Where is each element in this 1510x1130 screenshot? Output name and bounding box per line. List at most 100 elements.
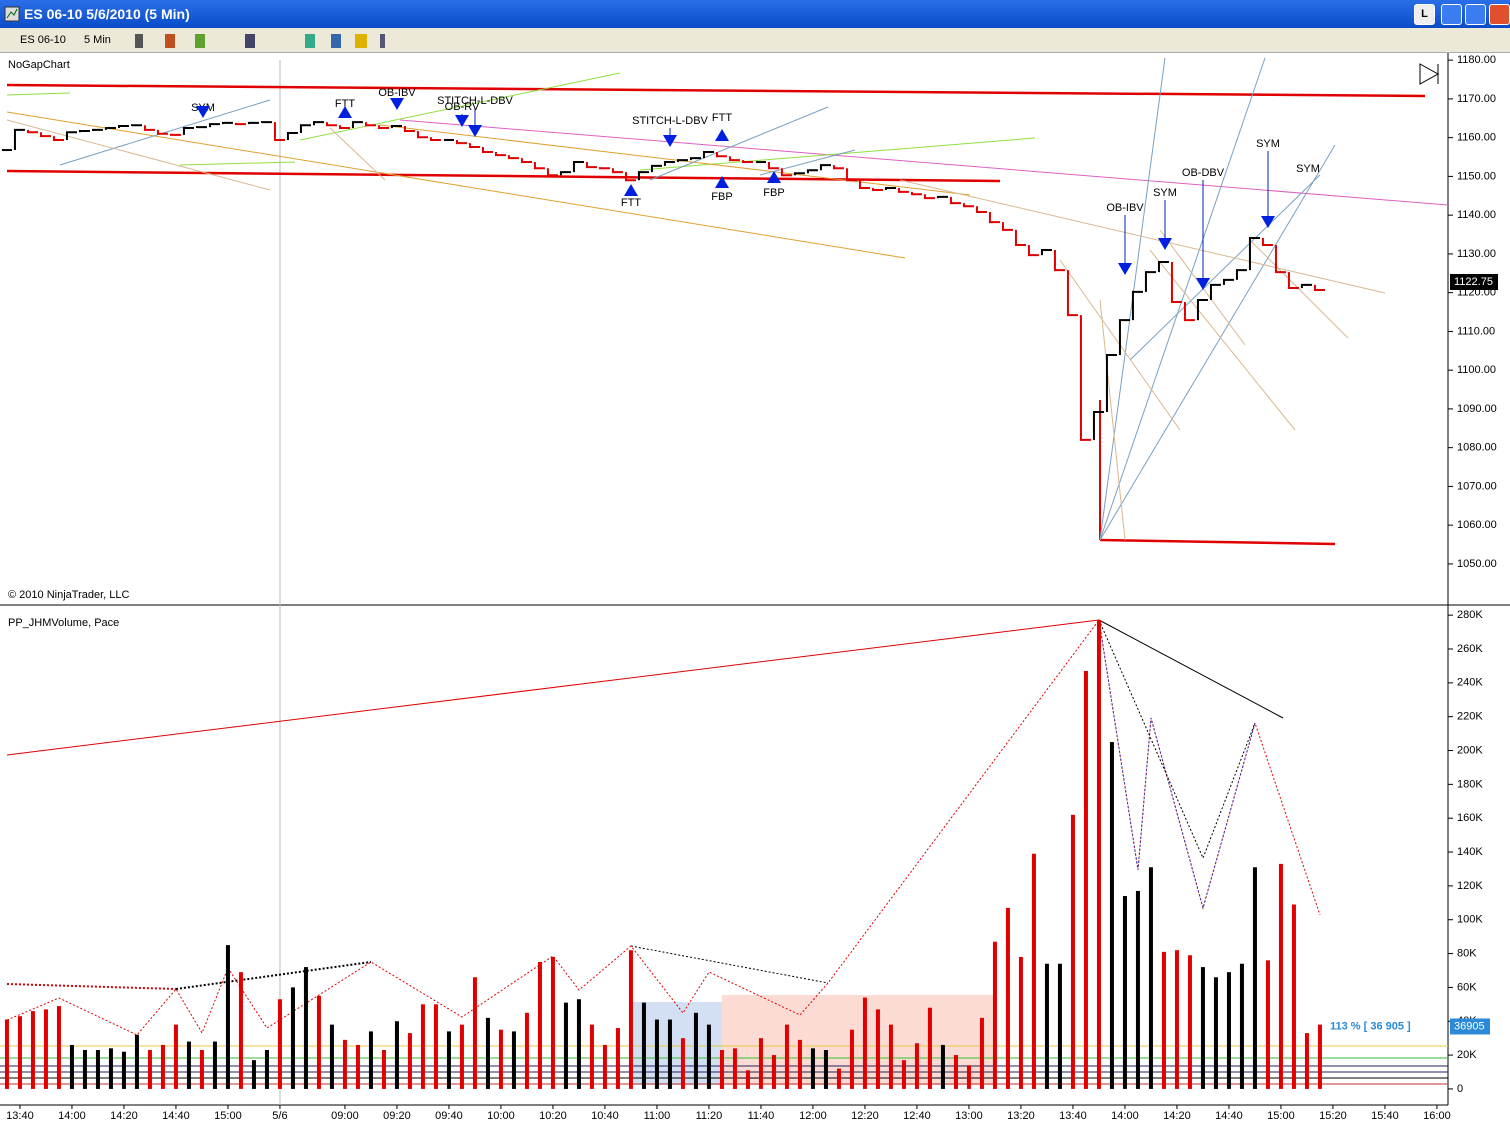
y-tick-label: 1180.00 — [1457, 54, 1496, 66]
y-tick-label: 20K — [1457, 1049, 1477, 1061]
price-bar — [572, 161, 584, 173]
volume-bar — [784, 1024, 789, 1089]
trend-line — [1149, 249, 1296, 431]
pace-line — [1098, 619, 1284, 719]
volume-bar — [511, 1031, 516, 1089]
price-bar — [1300, 283, 1312, 289]
instrument-selector[interactable]: ES 06-10 — [20, 34, 66, 46]
price-bar — [65, 131, 77, 140]
link-button[interactable]: L — [1414, 4, 1435, 25]
volume-bar — [199, 1050, 204, 1089]
price-bar — [468, 143, 480, 148]
signal-arrow — [767, 171, 781, 183]
signal-arrow — [1158, 238, 1172, 250]
price-bar — [845, 168, 857, 182]
volume-bar — [654, 1019, 659, 1089]
copyright: © 2010 NinjaTrader, LLC — [8, 589, 129, 601]
price-bar — [858, 180, 870, 190]
price-bar — [13, 128, 25, 151]
price-bar — [1144, 271, 1156, 292]
x-tick-label: 14:40 — [162, 1110, 190, 1122]
volume-bar — [1109, 742, 1114, 1089]
signal-arrow — [196, 106, 210, 118]
x-tick-label: 14:40 — [1215, 1110, 1243, 1122]
y-tick-label: 1160.00 — [1457, 132, 1496, 144]
maximize-button[interactable] — [1465, 4, 1486, 25]
signal-label: OB-DBV — [1182, 167, 1225, 179]
trend-line — [759, 149, 856, 176]
price-bar — [559, 171, 571, 176]
volume-bar — [706, 1024, 711, 1089]
price-bar — [832, 165, 844, 170]
last-volume-label: 36905 — [1454, 1020, 1485, 1032]
trend-line — [1129, 174, 1321, 361]
price-bar — [689, 157, 701, 161]
volume-bar — [1018, 956, 1023, 1089]
price-bar — [1092, 411, 1104, 440]
trend-line — [899, 179, 1386, 294]
x-tick-label: 13:20 — [1007, 1110, 1035, 1122]
close-button[interactable] — [1489, 4, 1510, 25]
shaded-zone — [722, 995, 995, 1085]
volume-bar — [524, 1012, 529, 1089]
signal-label: OB-IBV — [378, 87, 416, 99]
x-tick-label: 10:40 — [591, 1110, 619, 1122]
trend-line — [6, 119, 271, 191]
price-bar — [1001, 222, 1013, 231]
volume-bar — [420, 1004, 425, 1089]
price-bar — [455, 139, 467, 145]
y-tick-label: 120K — [1457, 880, 1483, 892]
price-bar — [806, 169, 818, 174]
price-bar — [1066, 270, 1078, 317]
x-tick-label: 10:20 — [539, 1110, 567, 1122]
price-bar — [351, 121, 363, 128]
price-bar — [533, 162, 545, 170]
volume-bar — [238, 972, 243, 1089]
y-tick-label: 220K — [1457, 711, 1483, 723]
volume-bar — [1226, 972, 1231, 1089]
price-bar — [143, 125, 155, 131]
signal-label: FBP — [711, 191, 732, 203]
volume-bar — [914, 1043, 919, 1089]
x-tick-label: 09:40 — [435, 1110, 463, 1122]
volume-bar — [719, 1050, 724, 1089]
volume-bar — [1070, 814, 1075, 1089]
trend-line — [1099, 299, 1126, 541]
price-bar — [481, 146, 493, 153]
volume-bar — [277, 999, 282, 1089]
price-bar — [429, 137, 441, 141]
y-tick-label: 60K — [1457, 981, 1477, 993]
volume-bar — [628, 950, 633, 1089]
volume-bar — [1317, 1024, 1322, 1089]
price-bar — [975, 206, 987, 214]
volume-bar — [316, 995, 321, 1089]
price-bar — [598, 167, 610, 170]
pace-label: 113 % [ 36 905 ] — [1330, 1020, 1411, 1032]
trend-line — [179, 161, 296, 166]
price-bar — [663, 161, 675, 166]
volume-bar — [823, 1050, 828, 1089]
volume-bar — [615, 1028, 620, 1089]
x-tick-label: 11:40 — [748, 1110, 775, 1122]
volume-bar — [342, 1039, 347, 1089]
price-bar — [1248, 237, 1260, 271]
volume-bar — [355, 1044, 360, 1089]
y-tick-label: 280K — [1457, 609, 1483, 621]
background — [0, 52, 1510, 1130]
volume-bar — [589, 1024, 594, 1089]
volume-bar — [303, 967, 308, 1089]
y-tick-label: 1170.00 — [1457, 93, 1496, 105]
price-bar — [1079, 315, 1091, 441]
volume-bar — [407, 1033, 412, 1089]
minimize-button[interactable] — [1441, 4, 1462, 25]
pace-line — [6, 983, 177, 990]
interval-selector[interactable]: 5 Min — [84, 34, 111, 46]
x-tick-label: 12:20 — [851, 1110, 879, 1122]
signal-label: FBP — [763, 187, 784, 199]
tool-icons[interactable] — [135, 34, 385, 48]
volume-bar — [680, 1038, 685, 1089]
price-bar — [312, 121, 324, 126]
volume-bar — [160, 1044, 165, 1089]
x-tick-label: 14:00 — [58, 1110, 86, 1122]
